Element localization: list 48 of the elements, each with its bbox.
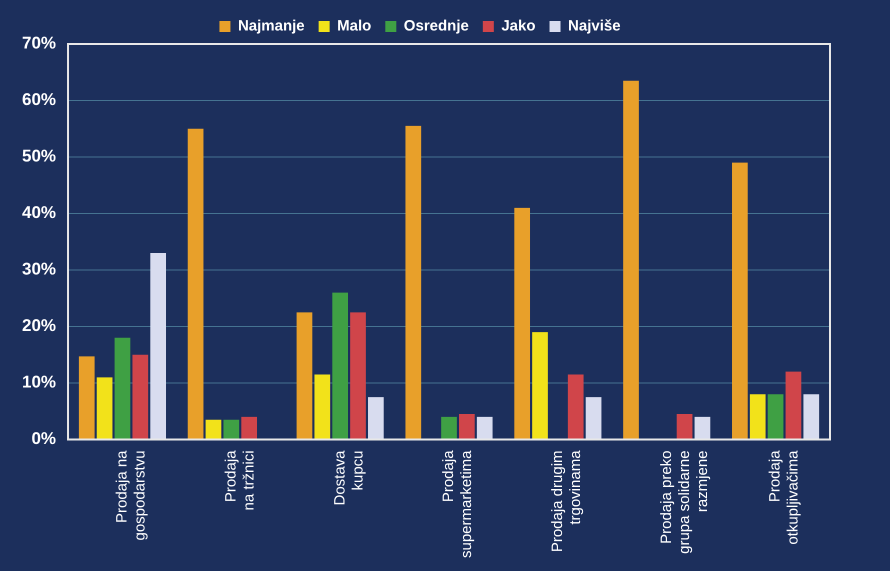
bar — [476, 416, 493, 439]
x-tick-label: Prodaja na gospodarstvu — [114, 450, 149, 541]
bar — [206, 420, 222, 439]
legend-label: Malo — [337, 18, 372, 35]
y-tick-label: 10% — [22, 372, 56, 392]
bar — [296, 312, 312, 439]
y-tick-label: 0% — [31, 429, 56, 448]
bar — [514, 208, 530, 439]
bar — [314, 374, 330, 439]
bar — [78, 356, 95, 439]
bar — [368, 397, 384, 439]
bar — [241, 416, 258, 439]
bar — [188, 128, 204, 439]
x-tick-label: Prodaja na tržnici — [222, 450, 258, 510]
bar — [768, 394, 784, 439]
legend-label: Najviše — [568, 18, 621, 35]
bar — [750, 394, 766, 439]
y-tick-label: 50% — [22, 146, 56, 166]
legend-label: Osrednje — [404, 18, 469, 35]
legend-label: Jako — [501, 18, 536, 35]
bar — [114, 338, 130, 439]
legend-label: Najmanje — [238, 18, 305, 35]
bar — [623, 80, 639, 439]
x-tick-label: Prodaja drugim trgovinama — [549, 450, 584, 552]
bar — [132, 354, 148, 439]
bar — [459, 414, 475, 439]
bar — [405, 126, 422, 439]
bar — [568, 374, 584, 439]
bar — [96, 377, 112, 439]
y-tick-label: 60% — [22, 90, 56, 110]
y-tick-label: 70% — [22, 34, 56, 53]
bar — [586, 397, 602, 439]
bar — [732, 162, 748, 439]
bar — [350, 312, 366, 439]
y-tick-label: 20% — [22, 316, 56, 336]
bar — [441, 416, 457, 439]
y-tick-label: 40% — [22, 203, 56, 222]
bar — [332, 292, 348, 439]
bar — [786, 372, 802, 439]
bar — [694, 416, 710, 439]
y-tick-label: 30% — [22, 260, 56, 279]
bar — [223, 420, 240, 439]
bar — [676, 414, 692, 439]
bar — [532, 332, 548, 439]
bar — [150, 253, 166, 439]
bar — [803, 394, 820, 439]
x-tick-label: Dostava kupcu — [331, 450, 366, 506]
x-tick-label: Prodaja preko grupa solidarne razmjene — [658, 450, 711, 554]
